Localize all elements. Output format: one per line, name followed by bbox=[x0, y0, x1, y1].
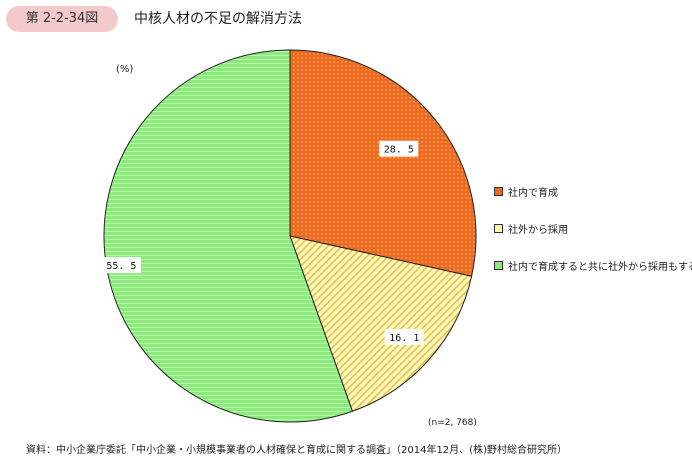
pie-value-label-2: 55. 5 bbox=[101, 257, 141, 274]
pie-value-text-1: 16. 1 bbox=[389, 333, 419, 344]
legend-swatch-0 bbox=[494, 186, 503, 196]
legend-item-0: 社内で育成 bbox=[494, 184, 692, 199]
legend-item-2: 社内で育成すると共に社外から採用もする bbox=[494, 258, 692, 273]
unit-label: (%) bbox=[116, 64, 134, 75]
figure-number-badge: 第 2-2-34図 bbox=[6, 6, 118, 32]
pie-value-label-1: 16. 1 bbox=[384, 329, 424, 345]
pie-value-labels: 28. 5 16. 1 55. 5 bbox=[101, 140, 424, 345]
pie-value-label-0: 28. 5 bbox=[379, 140, 419, 157]
sample-size-note: (n=2, 768) bbox=[428, 418, 477, 428]
legend-swatch-1 bbox=[494, 223, 503, 233]
pie-value-label-bg-0 bbox=[379, 140, 419, 157]
legend-label-1: 社外から採用 bbox=[508, 224, 568, 236]
legend-label-2: 社内で育成すると共に社外から採用もする bbox=[508, 261, 692, 273]
source-note: 資料：中小企業庁委託「中小企業・小規模事業者の人材確保と育成に関する調査」（20… bbox=[26, 445, 567, 456]
pie-value-text-0: 28. 5 bbox=[384, 145, 414, 156]
legend: 社内で育成社外から採用社内で育成すると共に社外から採用もする bbox=[494, 184, 692, 295]
legend-swatch-2 bbox=[494, 260, 503, 270]
pie-value-label-bg-1 bbox=[384, 329, 424, 345]
pie-slices bbox=[103, 49, 477, 423]
legend-item-1: 社外から採用 bbox=[494, 221, 692, 236]
pie-slice-1 bbox=[289, 235, 473, 412]
legend-label-0: 社内で育成 bbox=[508, 187, 558, 199]
pie-value-label-bg-2 bbox=[101, 257, 141, 274]
pie-value-text-2: 55. 5 bbox=[106, 261, 136, 272]
pie-slice-0 bbox=[289, 49, 477, 277]
chart-title: 中核人材の不足の解消方法 bbox=[134, 11, 302, 27]
